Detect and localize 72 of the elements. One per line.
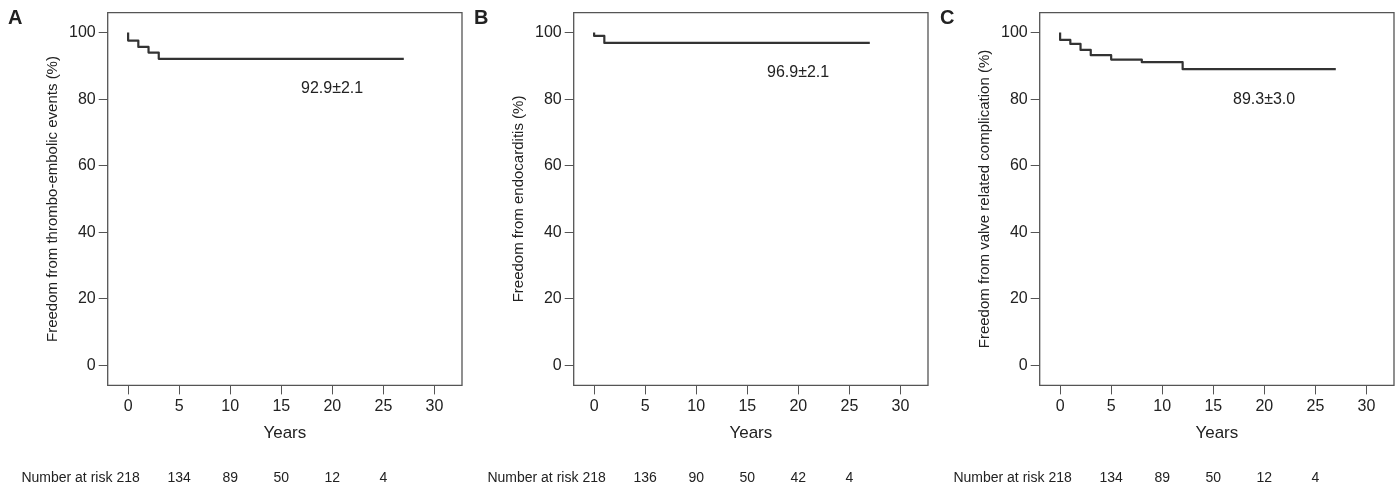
y-tick-label: 80 xyxy=(1009,89,1028,107)
y-tick-label: 80 xyxy=(543,89,562,107)
annotation: 92.9±2.1 xyxy=(301,79,364,97)
x-axis-title: Years xyxy=(263,423,307,443)
y-tick-label: 0 xyxy=(86,355,96,373)
y-tick-label: 40 xyxy=(1009,222,1028,240)
y-tick-label: 80 xyxy=(77,89,96,107)
y-tick-label: 40 xyxy=(543,222,562,240)
text: Number at risk xyxy=(21,468,114,485)
y-tick-label: 40 xyxy=(77,222,96,240)
y-tick-label: 0 xyxy=(1018,355,1028,373)
x-tick-label: 15 xyxy=(1204,397,1223,415)
text: 218 xyxy=(1048,468,1073,485)
x-tick-label: 5 xyxy=(640,397,650,415)
y-tick-label: 60 xyxy=(77,156,96,174)
chart-title: B xyxy=(474,5,489,28)
y-tick-label: 100 xyxy=(68,22,96,40)
x-tick-label: 15 xyxy=(272,397,291,415)
y-tick-label: 20 xyxy=(543,289,562,307)
y-tick-label: 60 xyxy=(1009,156,1028,174)
x-tick-label: 10 xyxy=(1153,397,1172,415)
x-tick-label: 25 xyxy=(374,397,393,415)
x-tick-label: 0 xyxy=(123,397,133,415)
text: 50 xyxy=(273,468,290,485)
annotation: 96.9±2.1 xyxy=(767,63,830,81)
y-axis-title: Freedom from endocarditis (%) xyxy=(509,95,527,303)
y-axis-title: Freedom from valve related complication (%) xyxy=(975,49,993,349)
x-tick-label: 15 xyxy=(738,397,757,415)
x-tick-label: 10 xyxy=(687,397,706,415)
text: 89 xyxy=(222,468,239,485)
text: 134 xyxy=(1099,468,1124,485)
x-tick-label: 20 xyxy=(323,397,342,415)
x-tick-label: 20 xyxy=(789,397,808,415)
y-tick-label: 20 xyxy=(77,289,96,307)
x-tick-label: 30 xyxy=(891,397,910,415)
x-tick-label: 10 xyxy=(221,397,240,415)
y-tick-label: 100 xyxy=(1000,22,1028,40)
x-tick-label: 0 xyxy=(1055,397,1065,415)
y-axis-title: Freedom from thrombo-embolic events (%) xyxy=(43,56,61,342)
x-tick-label: 0 xyxy=(589,397,599,415)
text: 42 xyxy=(790,468,807,485)
text: 218 xyxy=(582,468,607,485)
x-tick-label: 25 xyxy=(840,397,859,415)
y-tick-label: 100 xyxy=(534,22,562,40)
text: 4 xyxy=(1311,468,1320,485)
x-tick-label: 5 xyxy=(1106,397,1116,415)
x-axis-title: Years xyxy=(729,423,773,443)
y-tick-label: 0 xyxy=(552,355,562,373)
text: 50 xyxy=(1205,468,1222,485)
text: Number at risk xyxy=(487,468,580,485)
text: 218 xyxy=(116,468,141,485)
text: 90 xyxy=(688,468,705,485)
text: 12 xyxy=(324,468,341,485)
x-tick-label: 30 xyxy=(1357,397,1376,415)
x-tick-label: 20 xyxy=(1255,397,1274,415)
chart-title: C xyxy=(940,5,955,28)
text: 134 xyxy=(167,468,192,485)
x-tick-label: 5 xyxy=(174,397,184,415)
annotation: 89.3±3.0 xyxy=(1233,89,1296,107)
y-tick-label: 20 xyxy=(1009,289,1028,307)
x-axis-title: Years xyxy=(1195,423,1239,443)
chart-title: A xyxy=(8,5,23,28)
text: 136 xyxy=(633,468,658,485)
text: 12 xyxy=(1256,468,1273,485)
x-tick-label: 25 xyxy=(1306,397,1325,415)
y-tick-label: 60 xyxy=(543,156,562,174)
text: 50 xyxy=(739,468,756,485)
x-tick-label: 30 xyxy=(425,397,444,415)
text: 4 xyxy=(379,468,388,485)
text: 89 xyxy=(1154,468,1171,485)
text: 4 xyxy=(845,468,854,485)
text: Number at risk xyxy=(953,468,1046,485)
